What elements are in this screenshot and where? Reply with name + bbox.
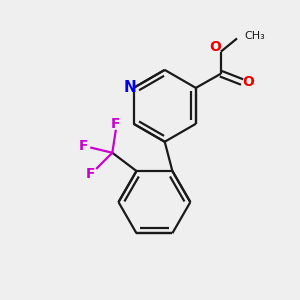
Text: F: F: [111, 118, 121, 131]
Text: O: O: [242, 75, 254, 89]
Text: O: O: [210, 40, 221, 54]
Text: F: F: [79, 139, 88, 153]
Text: CH₃: CH₃: [244, 31, 265, 41]
Text: N: N: [124, 80, 136, 95]
Text: F: F: [86, 167, 96, 181]
